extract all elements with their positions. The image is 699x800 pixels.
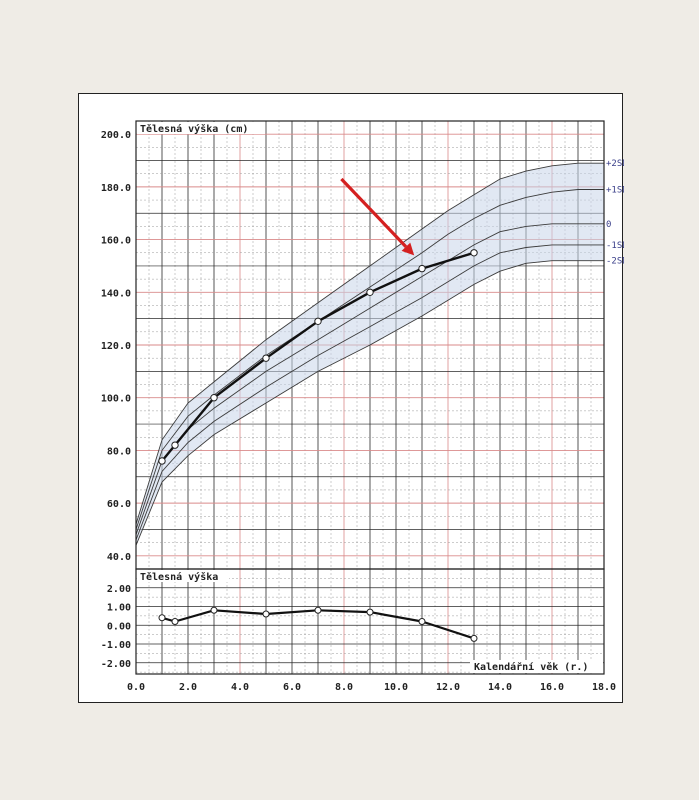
sd-line-label: +2SD bbox=[606, 159, 624, 169]
x-axis-label: Kalendářní věk (r.) bbox=[474, 661, 588, 673]
sds-point bbox=[418, 618, 426, 625]
sd-line-label: -1SD bbox=[606, 241, 624, 251]
grid-lines bbox=[135, 120, 605, 674]
y-tick-label-height: 200.0 bbox=[101, 130, 131, 141]
sds-series bbox=[158, 606, 478, 642]
sds-point bbox=[158, 614, 166, 622]
upper-title-bg bbox=[137, 122, 265, 134]
height-point bbox=[470, 249, 478, 257]
sd-line bbox=[135, 189, 604, 530]
x-tick-label: 4.0 bbox=[231, 682, 249, 693]
sds-point bbox=[366, 608, 374, 616]
x-tick-label: 0.0 bbox=[127, 682, 145, 693]
x-axis-label-bg bbox=[470, 660, 603, 673]
sds-point bbox=[314, 606, 322, 614]
height-point bbox=[171, 441, 179, 449]
y-tick-label-height: 180.0 bbox=[101, 183, 131, 194]
height-point bbox=[262, 354, 270, 362]
y-tick-label-height: 160.0 bbox=[101, 236, 131, 247]
height-point bbox=[366, 288, 374, 296]
sd-line-label: -2SD bbox=[606, 257, 624, 267]
x-tick-label: 16.0 bbox=[540, 682, 564, 693]
sds-point bbox=[210, 606, 218, 614]
y-tick-label-height: 80.0 bbox=[107, 446, 131, 457]
y-tick-label-sds: 2.00 bbox=[107, 584, 131, 595]
x-tick-label: 18.0 bbox=[592, 682, 616, 693]
height-point bbox=[158, 457, 166, 465]
sd-bands: +2SD +1SD 0 -1SD -2SD bbox=[135, 159, 624, 546]
sd-line bbox=[135, 244, 604, 541]
red-arrow-shaft bbox=[340, 177, 408, 248]
y-tick-label-sds: 1.00 bbox=[107, 603, 131, 614]
growth-chart-figure: +2SD +1SD 0 -1SD -2SD Tělesná výška (cm) Těles… bbox=[78, 93, 624, 703]
y-tick-label-sds: -2.00 bbox=[101, 659, 131, 670]
height-line bbox=[161, 251, 475, 462]
y-tick-label-height: 100.0 bbox=[101, 394, 131, 405]
x-tick-label: 6.0 bbox=[283, 682, 301, 693]
sd-line bbox=[135, 162, 604, 525]
upper-chart-title: Tělesná výška (cm) bbox=[140, 123, 248, 135]
growth-chart-svg: +2SD +1SD 0 -1SD -2SD Tělesná výška (cm) Těles… bbox=[101, 120, 624, 693]
sd-line-label: 0 bbox=[606, 220, 611, 230]
x-tick-label: 12.0 bbox=[436, 682, 460, 693]
height-point bbox=[314, 317, 322, 325]
height-point bbox=[418, 264, 426, 273]
height-point bbox=[210, 394, 218, 402]
lower-plot-frame bbox=[135, 568, 605, 675]
sds-point bbox=[470, 634, 478, 642]
y-tick-label-height: 120.0 bbox=[101, 341, 131, 352]
sd-line bbox=[135, 223, 604, 535]
sds-line bbox=[161, 609, 475, 640]
lower-chart-title: Tělesná výška bbox=[140, 571, 218, 583]
sds-point bbox=[171, 618, 179, 625]
x-tick-label: 8.0 bbox=[335, 682, 353, 693]
y-tick-label-height: 140.0 bbox=[101, 288, 131, 299]
x-tick-label: 2.0 bbox=[179, 682, 197, 693]
x-tick-label: 10.0 bbox=[384, 682, 408, 693]
sd-line bbox=[135, 260, 604, 546]
x-tick-label: 14.0 bbox=[488, 682, 512, 693]
height-series bbox=[158, 249, 478, 465]
lower-title-bg bbox=[137, 570, 229, 582]
y-tick-label-sds: 0.00 bbox=[107, 621, 131, 632]
y-tick-label-sds: -1.00 bbox=[101, 640, 131, 651]
red-arrow-head bbox=[401, 242, 415, 256]
sd-line-label: +1SD bbox=[606, 186, 624, 196]
y-tick-label-height: 60.0 bbox=[107, 499, 131, 510]
sd-band-fill bbox=[136, 163, 604, 546]
sds-point bbox=[262, 610, 270, 618]
y-tick-label-height: 40.0 bbox=[107, 552, 131, 563]
